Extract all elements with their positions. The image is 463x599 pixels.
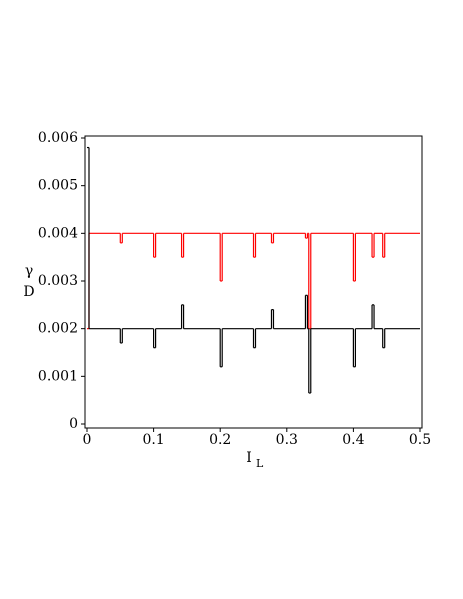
x-tick-label: 0.2 <box>209 432 231 448</box>
x-tick-label: 0.5 <box>409 432 431 448</box>
y-tick-label: 0.003 <box>38 273 78 289</box>
y-axis-label-sub: D <box>23 284 34 300</box>
x-axis-label: I <box>246 450 252 466</box>
y-tick-label: 0.006 <box>38 130 78 146</box>
x-tick-label: 0.4 <box>342 432 364 448</box>
x-tick-label: 0 <box>83 432 92 448</box>
y-tick-label: 0.002 <box>38 321 78 337</box>
x-axis-label-sub: L <box>256 457 264 470</box>
y-tick-label: 0.004 <box>38 225 78 241</box>
y-tick-label: 0.005 <box>38 178 78 194</box>
y-tick-label: 0 <box>69 416 78 432</box>
x-tick-label: 0.3 <box>276 432 298 448</box>
y-tick-label: 0.001 <box>38 368 78 384</box>
y-axis-label: γ <box>25 263 33 279</box>
x-tick-label: 0.1 <box>142 432 164 448</box>
plot-frame <box>84 135 423 429</box>
